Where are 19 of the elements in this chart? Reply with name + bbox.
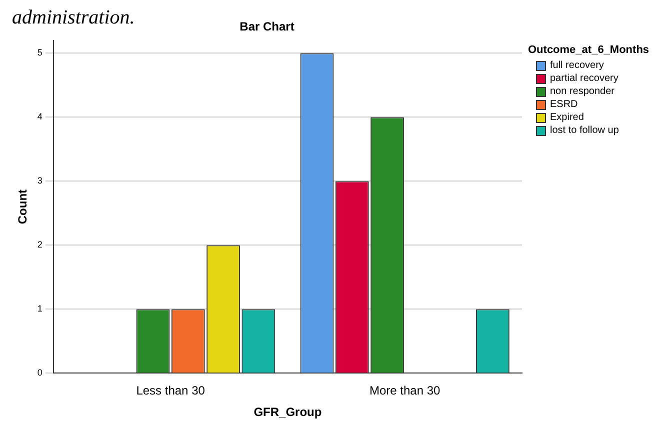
y-axis-title: Count xyxy=(16,189,30,224)
legend-label: partial recovery xyxy=(550,73,618,84)
x-tick-label: Less than 30 xyxy=(136,384,206,398)
y-tick-label: 5 xyxy=(37,48,42,58)
y-tick-label: 2 xyxy=(37,240,42,250)
x-tick-label: More than 30 xyxy=(369,384,441,398)
text: administration. xyxy=(12,6,135,28)
y-tick-label: 4 xyxy=(37,112,42,122)
y-tick-label: 1 xyxy=(37,304,42,314)
x-axis-title: GFR_Group xyxy=(254,405,322,420)
legend-title: Outcome_at_6_Months xyxy=(528,44,650,56)
y-tick-label: 3 xyxy=(37,176,42,186)
legend-label: ESRD xyxy=(550,99,578,110)
chart-title: Bar Chart xyxy=(240,20,294,34)
y-tick-label: 0 xyxy=(37,368,42,378)
legend-label: lost to follow up xyxy=(550,125,619,136)
legend-label: full recovery xyxy=(550,60,604,71)
legend-label: non responder xyxy=(550,86,614,97)
legend-label: Expired xyxy=(550,112,584,123)
